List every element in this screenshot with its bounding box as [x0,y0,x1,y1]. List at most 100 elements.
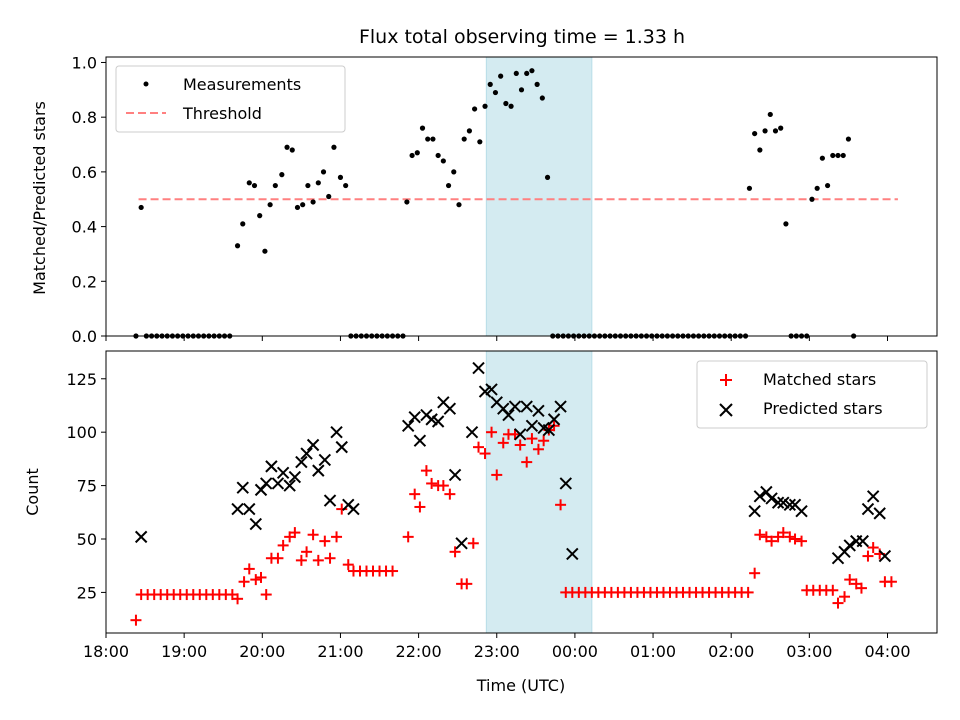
measurement-point [783,221,789,227]
measurement-point [513,70,519,77]
bottom-y-axis-ticks: 25 50 75 100 125 [66,370,106,602]
top-legend: Measurements Threshold [115,65,346,133]
top-legend-box [115,65,346,133]
measurement-point [762,128,768,134]
predicted-star-point [783,498,797,512]
predicted-star-point [306,438,320,452]
matched-star-point [260,589,272,601]
measurement-point [289,147,295,153]
measurement-point [819,155,825,161]
measurement-point [814,185,820,191]
matched-star-point [426,477,438,489]
matched-star-point [319,535,331,547]
matched-star-point [521,456,533,468]
matched-star-point [331,531,343,543]
predicted-star-point [861,502,875,516]
bottom-x-tick-label: 00:00 [552,642,598,661]
predicted-star-point [443,402,457,415]
measurement-point [279,172,285,178]
top-y-tick-label: 1.0 [72,53,97,72]
predicted-star-point [765,492,778,505]
matched-star-point [555,499,567,511]
measurement-point [461,136,467,142]
measurement-point [835,152,841,159]
matched-star-point [467,537,479,549]
predicted-star-point [873,507,886,520]
predicted-star-point [408,411,421,424]
predicted-star-point [843,539,856,552]
matched-star-point [766,535,778,547]
measurement-point [240,221,246,227]
measurement-point [824,182,831,189]
matched-star-point [272,552,284,564]
bottom-x-tick-label: 02:00 [708,642,754,661]
measurement-point [251,182,258,189]
matched-star-point [796,535,808,547]
predicted-star-point [753,490,767,503]
measurement-point [518,87,525,93]
predicted-star-point [508,400,522,413]
measurement-point [492,89,499,96]
bottom-x-axis-ticks: 18:00 19:00 20:00 21:00 22:00 23:00 00:00 01:00… [83,633,911,661]
measurement-point [529,68,535,74]
measurement-point [425,136,431,142]
bottom-legend: Matched stars Predicted stars [696,360,928,429]
matched-star-point [885,576,897,588]
bottom-x-tick-label: 22:00 [396,642,442,661]
measurement-point [809,196,815,202]
legend-measurements-label: Measurements [183,75,301,94]
chart-title: Flux total observing time = 1.33 h [359,26,685,48]
matched-stars-points [130,420,897,626]
bottom-shaded-interval [485,350,593,634]
matched-star-point [839,591,851,603]
matched-star-point [862,550,874,562]
measurement-point [300,202,306,208]
measurement-point [305,182,311,189]
measurement-point [419,125,426,131]
measurement-point [138,204,144,211]
measurement-point [337,174,344,180]
bottom-x-axis-label: Time (UTC) [476,676,565,695]
measurement-point [409,152,415,159]
matched-star-point [844,574,856,586]
measurement-point [234,243,241,249]
predicted-star-point [547,413,561,426]
measurement-point [404,199,410,205]
predicted-star-point [231,502,244,516]
measurement-point [262,248,268,254]
matched-star-point [301,546,313,558]
measurement-point [430,136,436,142]
top-y-tick-label: 0.0 [72,327,97,346]
bottom-x-tick-label: 19:00 [161,642,207,661]
measurement-point [331,144,337,150]
top-y-axis-ticks: 0.0 0.2 0.4 0.6 0.8 1.0 [72,53,106,346]
bottom-y-tick-label: 125 [66,370,97,389]
measurement-point [284,144,290,150]
measurement-point [746,185,753,191]
measurement-point [752,130,758,137]
top-y-tick-label: 0.2 [72,272,97,291]
predicted-star-point [878,549,892,563]
measurement-point [508,103,514,109]
predicted-star-point [413,434,427,447]
predicted-star-point [431,415,445,428]
measurement-point [440,158,446,164]
measurement-point [544,174,551,180]
predicted-star-point [260,477,273,490]
bottom-panel: 25 50 75 100 125 18:00 19:00 20:00 21:00 22:00 23… [23,350,938,695]
matched-star-point [754,529,766,541]
predicted-star-point [513,428,527,441]
predicted-star-point [300,447,313,460]
top-shaded-interval [485,56,593,337]
measurement-point [487,81,493,87]
bottom-x-tick-label: 01:00 [630,642,676,661]
predicted-star-point [771,496,785,509]
matched-star-point [777,527,789,539]
predicted-star-point [566,547,579,561]
predicted-star-point [243,502,256,516]
predicted-star-point [866,490,880,503]
measurement-point [477,139,483,145]
predicted-star-point [559,477,572,490]
matched-star-point [479,448,491,460]
bottom-x-tick-label: 21:00 [317,642,363,661]
